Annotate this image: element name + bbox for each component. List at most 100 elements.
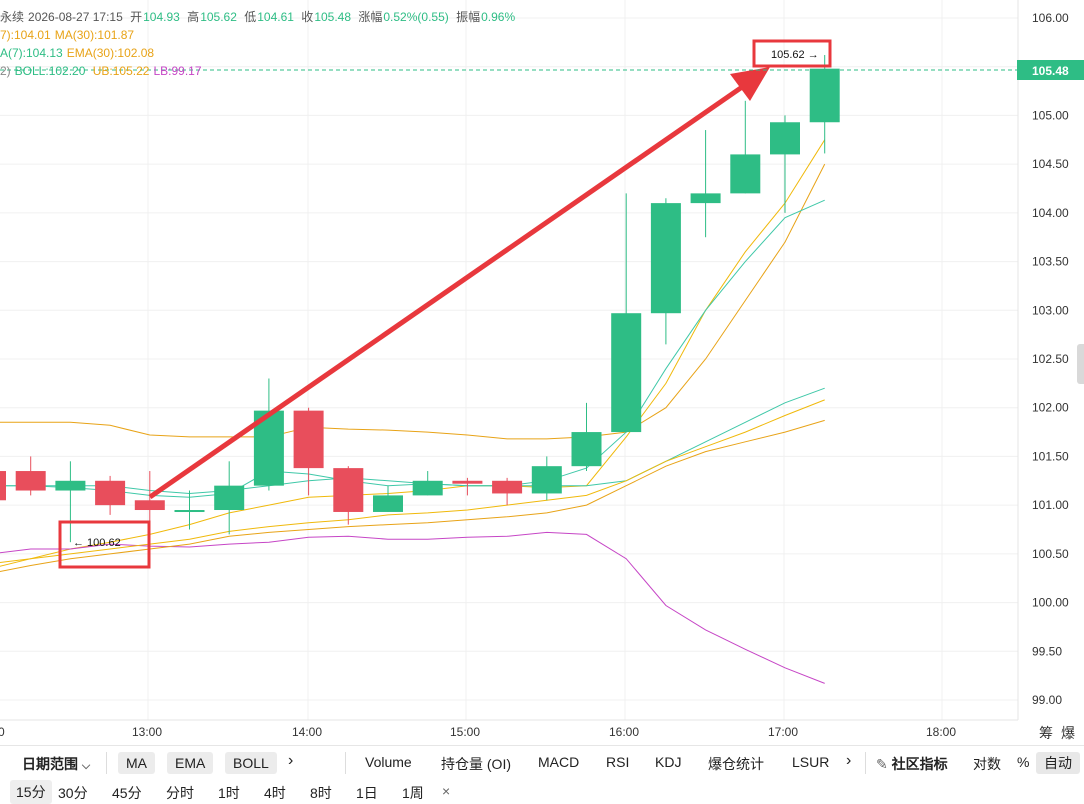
boll-toggle[interactable]: BOLL: [225, 752, 277, 774]
candle-down: [452, 477, 483, 496]
ma7-value: 7):104.01: [0, 28, 51, 42]
rsi-indicator[interactable]: RSI: [606, 754, 630, 770]
chart-scroll-handle[interactable]: [1077, 344, 1084, 384]
ema30-line: [0, 399, 825, 563]
candle-down: [492, 477, 523, 506]
lb-value: LB:99.17: [153, 64, 202, 78]
x-tick-label: 13:00: [132, 725, 162, 739]
lb-line: [0, 531, 825, 684]
ma-toggle[interactable]: MA: [118, 752, 155, 774]
indicator-toolbar: 日期范围 ⌵ MA EMA BOLL › Volume 持仓量 (OI) MAC…: [0, 745, 1084, 780]
candle-up: [174, 490, 205, 530]
lsur-indicator[interactable]: LSUR: [792, 754, 830, 770]
boll-line: [0, 387, 825, 495]
boll-info-line: 2) BOLL:102.20 UB:105.22 LB:99.17: [0, 64, 202, 78]
percent-scale-toggle[interactable]: %: [1017, 754, 1030, 770]
candle-up: [55, 461, 86, 543]
change-value: 0.52%(0.55): [383, 10, 449, 24]
interval-5[interactable]: 4时: [264, 785, 286, 801]
close-value: 105.48: [314, 10, 352, 24]
candle-up: [531, 456, 562, 501]
interval-0[interactable]: 15分: [10, 780, 52, 804]
high-value: 105.62: [200, 10, 237, 24]
interval-7[interactable]: 1日: [356, 785, 378, 801]
contract-prefix: 永续: [0, 10, 25, 24]
y-tick-label: 100.00: [1032, 596, 1069, 610]
boll-value: BOLL:102.20: [14, 64, 86, 78]
main-indicator-more-button[interactable]: ›: [288, 752, 294, 769]
ema30-value: EMA(30):102.08: [66, 46, 155, 60]
candle-up: [214, 461, 245, 535]
x-tick-label: 14:00: [292, 725, 322, 739]
chart-grid: [0, 0, 1018, 720]
y-tick-label: 102.50: [1032, 352, 1069, 366]
candle-up: [412, 471, 443, 496]
open-value: 104.93: [143, 10, 180, 24]
y-tick-label: 103.50: [1032, 255, 1069, 269]
annotations: 105.62 → ← 100.62: [58, 39, 832, 569]
candle-up: [611, 193, 642, 433]
liquidation-indicator[interactable]: 爆仓统计: [708, 756, 764, 772]
interval-2[interactable]: 45分: [112, 785, 142, 801]
low-value: 104.61: [257, 10, 294, 24]
high-annotation-box: [752, 39, 832, 68]
interval-bar: 15分 30分 45分 分时 1时 4时 8时 1日 1周 ×: [0, 779, 1084, 804]
amplitude-value: 0.96%: [481, 10, 516, 24]
chip-label[interactable]: 筹: [1039, 725, 1053, 741]
candle-up: [650, 198, 681, 345]
burst-label[interactable]: 爆: [1061, 725, 1075, 741]
ma30-value: MA(30):101.87: [54, 28, 135, 42]
candle-up: [373, 485, 403, 512]
y-tick-label: 102.00: [1032, 401, 1069, 415]
candle-up: [253, 378, 284, 491]
x-tick-label: 0: [0, 725, 5, 739]
high-annotation-label: 105.62 →: [771, 49, 819, 61]
x-tick-label: 15:00: [450, 725, 480, 739]
ema7-line: [0, 199, 825, 498]
candlestick-chart[interactable]: 105.62 → ← 100.62 106.00105.50105.00104.…: [0, 0, 1084, 745]
candle-up: [571, 402, 602, 472]
interval-3[interactable]: 分时: [166, 785, 194, 801]
x-tick-label: 18:00: [926, 725, 956, 739]
current-price-label: 105.48: [1032, 64, 1069, 78]
candle-down: [15, 456, 46, 496]
candle-down: [0, 471, 6, 501]
y-tick-label: 99.00: [1032, 693, 1062, 707]
interval-1[interactable]: 30分: [58, 785, 88, 801]
ub-line: [0, 163, 826, 440]
y-tick-label: 100.50: [1032, 547, 1069, 561]
ma-info-line: 7):104.01 MA(30):101.87: [0, 28, 138, 42]
community-indicators-button[interactable]: ✎ 社区指标: [876, 756, 948, 772]
y-tick-label: 104.00: [1032, 206, 1069, 220]
trend-arrow-line: [148, 82, 747, 500]
sub-indicator-more-button[interactable]: ›: [846, 752, 852, 769]
chevron-down-icon: ⌵: [81, 760, 91, 772]
ub-value: UB:105.22: [92, 64, 150, 78]
ema-info-line: A(7):104.13 EMA(30):102.08: [0, 46, 158, 60]
y-tick-label: 105.00: [1032, 108, 1069, 122]
candle-down: [134, 471, 165, 525]
auto-scale-toggle[interactable]: 自动: [1036, 752, 1080, 774]
candle-up: [730, 100, 761, 194]
date-range-dropdown[interactable]: 日期范围 ⌵: [22, 756, 91, 772]
kdj-indicator[interactable]: KDJ: [655, 754, 682, 770]
trend-arrow-head: [730, 67, 770, 101]
y-tick-label: 101.50: [1032, 449, 1069, 463]
candle-down: [293, 407, 324, 496]
close-icon[interactable]: ×: [442, 783, 451, 799]
volume-indicator[interactable]: Volume: [365, 754, 412, 770]
x-axis: 0 13:00 14:00 15:00 16:00 17:00 18:00: [0, 719, 1018, 739]
edit-icon: ✎: [876, 756, 888, 772]
oi-indicator[interactable]: 持仓量 (OI): [441, 756, 511, 772]
y-tick-label: 104.50: [1032, 157, 1069, 171]
interval-6[interactable]: 8时: [310, 785, 332, 801]
log-scale-toggle[interactable]: 对数: [973, 756, 1001, 772]
ma30-line: [0, 419, 825, 573]
interval-8[interactable]: 1周: [402, 785, 424, 801]
low-annotation-label: ← 100.62: [73, 537, 121, 549]
candle-up: [809, 55, 840, 154]
macd-indicator[interactable]: MACD: [538, 754, 580, 770]
ema-toggle[interactable]: EMA: [167, 752, 214, 774]
ma7-line: [0, 139, 826, 567]
interval-4[interactable]: 1时: [218, 785, 240, 801]
